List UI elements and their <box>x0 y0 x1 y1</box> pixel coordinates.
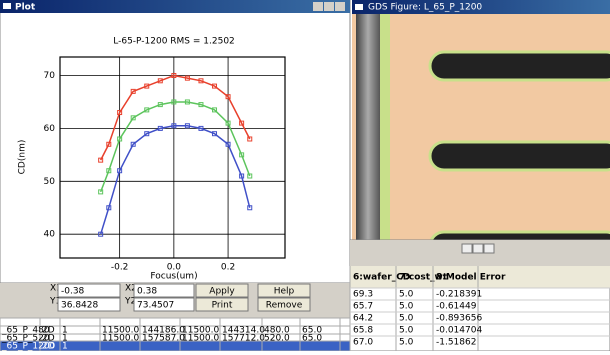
table-cell: 64.2 <box>353 314 373 324</box>
x-axis-label: Focus(um) <box>150 272 197 282</box>
table-cell: 157587.0 <box>142 334 185 344</box>
column-header: 8:Model Error <box>436 273 506 283</box>
screen: GDS Figure: L_65_P_1200 Plot L-65-P-1200… <box>0 0 610 351</box>
table-cell: 1 <box>62 342 68 352</box>
table-cell: -0.893656 <box>436 314 482 324</box>
table-cell: -1.51862 <box>436 338 476 348</box>
field-value: -0.38 <box>61 287 85 297</box>
button-label: Apply <box>209 287 235 297</box>
table-cell: 157712.0 <box>222 334 265 344</box>
table-cell: 11500.0 <box>182 334 219 344</box>
table-cell: -0.61449 <box>436 302 477 312</box>
y-axis-label: CD(nm) <box>18 140 28 175</box>
table-cell: 65.7 <box>353 302 373 312</box>
table-cell: 5.0 <box>399 302 414 312</box>
table-cell: 5.0 <box>399 314 414 324</box>
x-tick-label: 0.0 <box>167 263 182 273</box>
y-tick-label: 60 <box>44 124 56 134</box>
y-tick-label: 70 <box>44 71 56 81</box>
y-tick-label: 40 <box>44 230 56 240</box>
table-cell: 67.0 <box>353 338 373 348</box>
window-title: GDS Figure: L_65_P_1200 <box>368 3 482 13</box>
plot-window: Plot L-65-P-1200 RMS = 1.2502 Focus(um) CD… <box>0 0 350 283</box>
window-title: Plot <box>15 3 36 13</box>
chart-title: L-65-P-1200 RMS = 1.2502 <box>113 37 235 47</box>
table-cell: 5.0 <box>399 326 414 336</box>
table-cell: -0.014704 <box>436 326 482 336</box>
field-value: 36.8428 <box>61 301 98 311</box>
table-cell: 5.0 <box>399 338 414 348</box>
x-tick-label: -0.2 <box>111 263 129 273</box>
table-cell: 69.3 <box>353 290 373 300</box>
field-value: 0.38 <box>137 287 157 297</box>
field-value: 73.4507 <box>137 301 174 311</box>
table-cell: 2D <box>42 342 55 352</box>
x-tick-label: 0.2 <box>221 263 235 273</box>
table-cell: 520.0 <box>264 334 290 344</box>
table-cell: 65.0 <box>302 334 322 344</box>
y-tick-label: 50 <box>44 177 56 187</box>
window-controls[interactable] <box>313 2 345 11</box>
button-label: Remove <box>266 301 303 311</box>
button-label: Print <box>212 301 233 311</box>
window-controls[interactable] <box>462 244 494 253</box>
button-label: Help <box>274 287 295 297</box>
table-cell: -0.218391 <box>436 290 482 300</box>
table-cell: 65.8 <box>353 326 373 336</box>
table-cell: 11500.0 <box>102 334 139 344</box>
table-cell: 5.0 <box>399 290 414 300</box>
